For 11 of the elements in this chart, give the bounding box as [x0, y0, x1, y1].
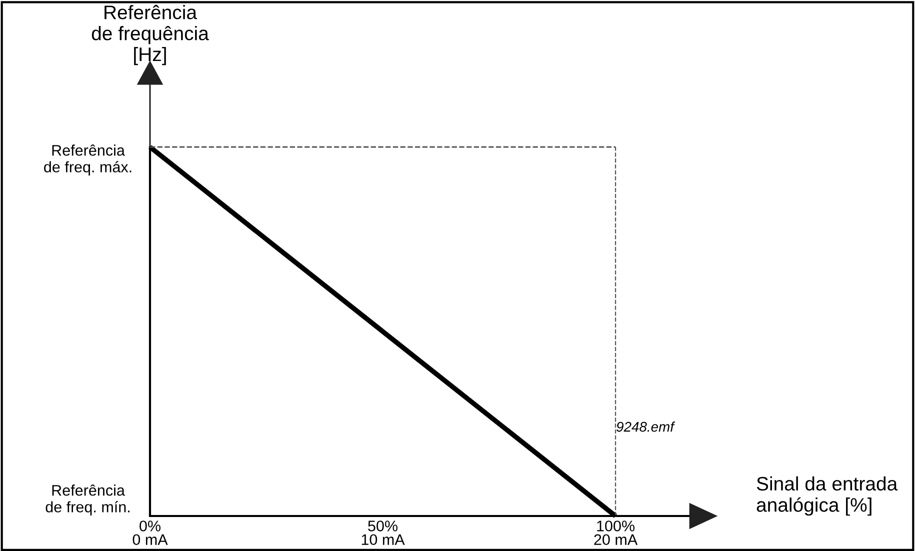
text: Referência de freq. mín. — [46, 484, 130, 516]
x2-tick-label: 20 mA — [594, 534, 638, 546]
annotation: 9248.emf — [616, 422, 676, 432]
y-axis-title: Referência de frequência [Hz] — [92, 4, 209, 66]
text: Referência de freq. máx. — [44, 144, 132, 176]
x-tick-label: 100% — [597, 520, 635, 532]
x-tick-label: 50% — [368, 520, 398, 532]
x2-tick-label: 0 mA — [132, 534, 168, 546]
x-tick-label: 0% — [140, 520, 160, 532]
x-axis-title: Sinal da entrada analógica [%] — [756, 476, 898, 516]
x2-tick-label: 10 mA — [362, 534, 405, 546]
